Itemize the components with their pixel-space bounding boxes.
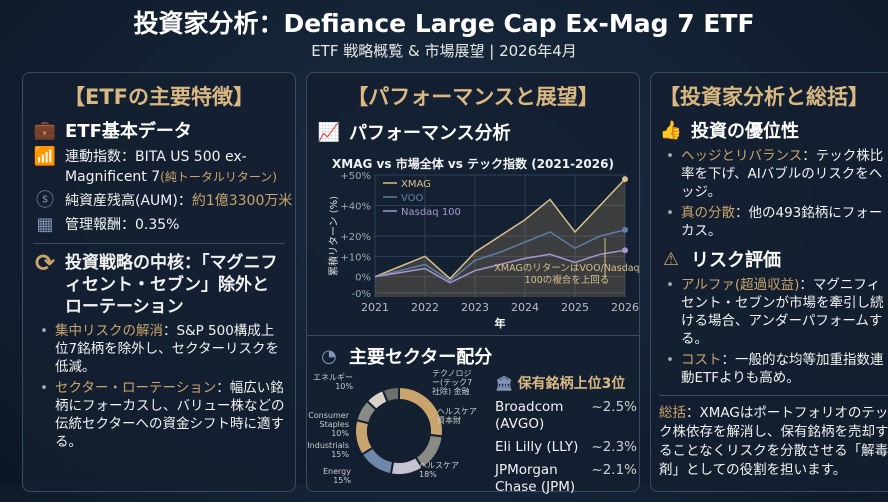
y-tick-label: +20% — [340, 232, 371, 243]
etf-features-panel: 【ETFの主要特徴】 💼 ETF基本データ 📶 連動指数：BITA US 500 e… — [22, 72, 296, 492]
bullet-text: ：一般的な均等加重指数連動ETFよりも高め。 — [681, 352, 884, 386]
aum-value: 約1億3300万米 — [191, 193, 293, 209]
panel-heading: 【ETFの主要特徴】 — [63, 85, 254, 109]
dollar-icon: ⓢ — [36, 190, 54, 211]
section-title: 主要セクター配分 — [349, 347, 493, 368]
bullet-item: 真の分散：他の493銘柄にフォーカス。 — [659, 204, 888, 240]
section-title: 投資の優位性 — [691, 121, 799, 142]
bullet-item: アルファ(超過収益)：マグニフィセント・セブンが市場を牽引し続ける場合、アンダー… — [659, 276, 888, 348]
bullet-item: コスト：一般的な均等加重指数連動ETFよりも高め。 — [659, 351, 888, 387]
holding-name: Eli Lilly (LLY) — [495, 439, 579, 455]
investor-analysis-panel: 【投資家分析と総括】 👍 投資の優位性 ヘッジとリバランス：テック株比率を下げ、A… — [650, 72, 888, 492]
slice-label: テクノロジー(テック7社除) 金融 — [432, 369, 473, 395]
page-title: 投資家分析：Defiance Large Cap Ex-Mag 7 ETF — [133, 9, 755, 38]
legend-entry: VOO — [401, 193, 424, 204]
holding-row: Eli Lilly (LLY) ~2.3% — [495, 439, 637, 456]
donut-slice — [389, 455, 424, 476]
holding-weight: ~2.1% — [591, 462, 637, 478]
warning-icon: ⚠ — [662, 248, 680, 270]
series-line-nasdaq-100 — [374, 249, 626, 284]
y-axis-label: 累積リターン (%) — [327, 196, 340, 276]
section-title: ETF基本データ — [65, 121, 192, 142]
data-point — [622, 247, 628, 254]
x-tick-label: 2026 — [611, 301, 639, 314]
y-tick-label: +50% — [340, 171, 371, 182]
y-tick-label: 0% — [355, 273, 371, 284]
x-tick-label: 2024 — [511, 301, 539, 314]
performance-panel: 【パフォーマンスと展望】 📈 パフォーマンス分析 XMAG vs 市場全体 vs … — [306, 72, 640, 495]
data-point — [622, 226, 628, 233]
bullet-key: ヘッジとリバランス — [681, 148, 803, 164]
chart-annotation: XMAGのリターンはVOO/Nasdaq 100の複合を上回る — [494, 263, 640, 286]
bar-chart-icon: 📶 — [33, 146, 57, 167]
bank-icon: 🏛 — [495, 376, 513, 392]
calculator-icon: ▦ — [36, 214, 54, 235]
thumbs-up-icon: 👍 — [659, 119, 683, 141]
x-tick-label: 2025 — [561, 301, 589, 314]
bullet-text: ：幅広い銘柄にフォーカスし、バリュー株などの伝統セクターへの資金シフト時に適する… — [55, 380, 285, 450]
y-tick-label: +10% — [340, 252, 371, 263]
legend-entry: Nasdaq 100 — [401, 207, 461, 218]
bullet-text: ：テック株比率を下げ、AIバブルのリスクをヘッジ。 — [681, 148, 884, 200]
panel-heading: 【パフォーマンスと展望】 — [347, 85, 599, 109]
bullet-text: ：S&P 500構成上位7銘柄を除外し、セクターリスクを低減。 — [55, 323, 280, 375]
performance-line-chart: -0% 0% +10% +20% +40% +50% 2021 2022 2023 2024 202… — [327, 171, 640, 330]
bullet-key: セクター・ローテーション — [55, 380, 217, 396]
legend-entry: XMAG — [401, 179, 431, 190]
bullet-text: ：マグニフィセント・セブンが市場を牽引し続ける場合、アンダーパフォームする。 — [681, 277, 884, 347]
refresh-icon: ⟳ — [34, 249, 56, 277]
slice-label: ヘルスケア 18% — [419, 461, 459, 479]
x-axis-label: 年 — [495, 316, 506, 330]
data-point — [622, 176, 628, 183]
strategy-title: 投資戦略の中核：「マグニフィセント・セブン」除外とローテーション — [65, 253, 278, 317]
holding-name: JPMorgan Chase (JPM) — [495, 462, 576, 495]
donut-slice — [354, 418, 375, 456]
bullet-item: ヘッジとリバランス：テック株比率を下げ、AIバブルのリスクをヘッジ。 — [659, 147, 888, 201]
holding-weight: ~2.5% — [591, 399, 637, 415]
x-tick-label: 2022 — [411, 301, 439, 314]
holding-name: Broadcom (AVGO) — [495, 399, 564, 432]
index-note: (純トータルリターン) — [160, 170, 277, 184]
bullet-text: ：他の493銘柄にフォーカス。 — [681, 205, 883, 239]
bullet-item: セクター・ローテーション：幅広い銘柄にフォーカスし、バリュー株などの伝統セクター… — [33, 379, 285, 451]
trend-chart-icon: 📈 — [317, 121, 341, 143]
series-line-voo — [374, 229, 626, 282]
y-tick-label: -0% — [352, 289, 371, 300]
slice-label: Energy 15% — [322, 467, 351, 485]
x-tick-label: 2023 — [461, 301, 489, 314]
slice-label: Consumer Staples 10% — [308, 411, 349, 437]
summary-text: ：XMAGはポートフォリオのテック株依存を解消し、保有銘柄を売却することなくリス… — [659, 405, 888, 478]
holding-row: Broadcom (AVGO) ~2.5% — [495, 399, 637, 433]
chart-title: XMAG vs 市場全体 vs テック指数 (2021-2026) — [332, 157, 614, 171]
x-tick-label: 2021 — [361, 301, 389, 314]
bullet-key: コスト — [681, 352, 722, 368]
xmag-area — [375, 179, 625, 297]
holding-row: JPMorgan Chase (JPM) ~2.1% — [495, 462, 637, 496]
section-title: リスク評価 — [691, 250, 781, 271]
bullet-item: 集中リスクの解消：S&P 500構成上位7銘柄を除外し、セクターリスクを低減。 — [33, 322, 285, 376]
holding-weight: ~2.3% — [591, 439, 637, 455]
summary-key: 総括 — [659, 405, 686, 421]
section-title: パフォーマンス分析 — [349, 123, 511, 144]
slice-label: ヘルスケア 資本財 — [437, 407, 477, 425]
slice-label: エネルギー 10% — [313, 373, 353, 391]
bullet-key: 真の分散 — [681, 205, 735, 221]
y-tick-label: +40% — [340, 202, 371, 213]
pie-chart-icon: ◔ — [321, 345, 337, 367]
aum-label: 純資産残高(AUM)： — [65, 193, 192, 209]
holdings-title: 保有銘柄上位3位 — [517, 376, 626, 392]
bullet-key: 集中リスクの解消 — [55, 323, 163, 339]
series-line-xmag — [374, 178, 626, 280]
index-label: 連動指数：BITA US 500 ex-Magnificent 7 — [65, 149, 247, 185]
summary: 総括：XMAGはポートフォリオのテック株依存を解消し、保有銘柄を売却することなく… — [659, 404, 888, 480]
panel-heading: 【投資家分析と総括】 — [659, 85, 869, 109]
page-subtitle: ETF 戦略概覧 & 市場展望 | 2026年4月 — [311, 42, 577, 60]
fee: 管理報酬：0.35% — [65, 217, 180, 233]
slice-label: Industrials 15% — [307, 441, 349, 459]
donut-slice — [381, 385, 400, 404]
bullet-key: アルファ(超過収益) — [681, 277, 800, 293]
briefcase-icon: 💼 — [33, 119, 57, 141]
